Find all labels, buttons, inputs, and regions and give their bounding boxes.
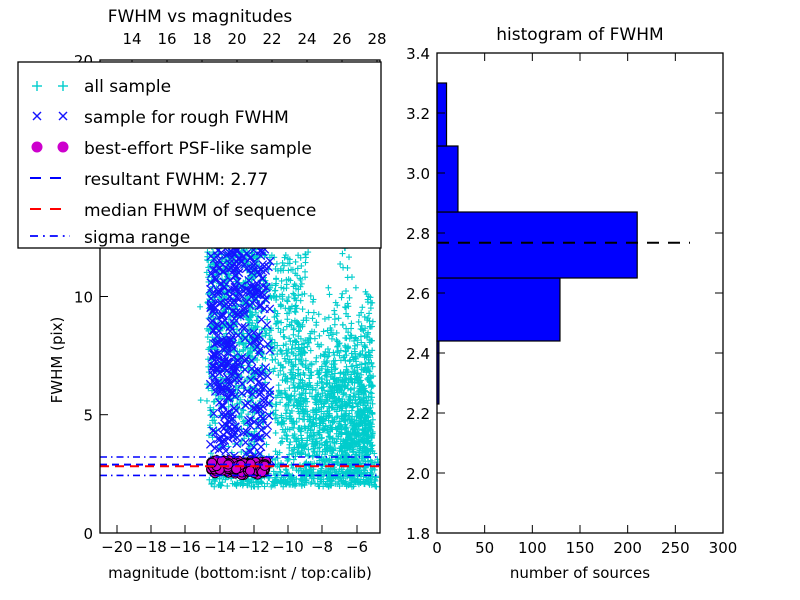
legend-entry-median-fwhm[interactable]: median FHWM of sequence bbox=[30, 201, 316, 221]
y-tick-label: 1.8 bbox=[406, 525, 430, 543]
legend-entry-best-effort-psf-like-sample[interactable]: best-effort PSF-like sample bbox=[31, 139, 312, 159]
top-tick-label: 18 bbox=[192, 30, 211, 48]
right-panel-title: histogram of FWHM bbox=[496, 25, 663, 45]
plus-icon bbox=[32, 81, 68, 91]
legend-label: all sample bbox=[84, 77, 171, 97]
x-tick-label: 50 bbox=[475, 539, 494, 557]
left-scatter-data bbox=[100, 216, 380, 490]
legend-label: best-effort PSF-like sample bbox=[84, 139, 312, 159]
legend-box: all sample sample for rough FWHM bbox=[17, 61, 382, 249]
bottom-tick-label: −18 bbox=[135, 538, 167, 556]
legend-background bbox=[17, 61, 382, 249]
bottom-tick-label: −8 bbox=[311, 538, 333, 556]
left-top-axis-ticklabels: 14 16 18 20 22 24 26 28 bbox=[122, 30, 386, 48]
left-y-axis-ticks bbox=[100, 59, 108, 534]
top-tick-label: 20 bbox=[227, 30, 246, 48]
top-tick-label: 28 bbox=[367, 30, 386, 48]
y-tick-label: 10 bbox=[74, 289, 93, 307]
top-tick-label: 14 bbox=[122, 30, 141, 48]
bottom-tick-label: −16 bbox=[169, 538, 201, 556]
left-bottom-axis-ticklabels: −20 −18 −16 −14 −12 −10 −8 −6 bbox=[101, 538, 368, 556]
y-tick-label: 2.8 bbox=[406, 225, 430, 243]
x-tick-label: 0 bbox=[432, 539, 442, 557]
right-y-axis-ticklabels: 1.8 2.0 2.2 2.4 2.6 2.8 3.0 3.2 3.4 bbox=[406, 45, 430, 543]
right-y-axis-ticks-mirror bbox=[715, 52, 723, 534]
top-tick-label: 16 bbox=[157, 30, 176, 48]
y-tick-label: 2.0 bbox=[406, 465, 430, 483]
x-tick-label: 150 bbox=[566, 539, 595, 557]
left-panel-fwhm-vs-magnitudes: FWHM vs magnitudes 14 16 18 20 22 24 26 … bbox=[17, 7, 387, 582]
legend-entry-all-sample[interactable]: all sample bbox=[32, 77, 171, 97]
top-tick-label: 24 bbox=[297, 30, 316, 48]
y-tick-label: 3.0 bbox=[406, 165, 430, 183]
right-x-axis-ticklabels: 0 50 100 150 200 250 300 bbox=[432, 539, 737, 557]
y-tick-label: 3.2 bbox=[406, 105, 430, 123]
top-tick-label: 22 bbox=[262, 30, 281, 48]
left-panel-title: FWHM vs magnitudes bbox=[108, 7, 293, 27]
x-tick-label: 200 bbox=[613, 539, 642, 557]
right-x-axis-ticks bbox=[436, 525, 724, 533]
legend-label: median FHWM of sequence bbox=[84, 201, 316, 221]
legend-entry-resultant-fwhm[interactable]: resultant FWHM: 2.77 bbox=[30, 170, 268, 190]
bottom-tick-label: −6 bbox=[346, 538, 368, 556]
left-panel-ylabel: FWHM (pix) bbox=[48, 317, 66, 404]
left-panel-svg: FWHM vs magnitudes 14 16 18 20 22 24 26 … bbox=[17, 7, 387, 582]
legend-entry-sigma-range[interactable]: sigma range bbox=[30, 228, 190, 248]
bottom-tick-label: −10 bbox=[272, 538, 304, 556]
y-tick-label: 5 bbox=[83, 407, 93, 425]
right-panel-svg: histogram of FWHM 1.8 2.0 2.2 2.4 2.6 2.8 3.0 3… bbox=[406, 25, 737, 582]
x-tick-label: 100 bbox=[518, 539, 547, 557]
top-tick-label: 26 bbox=[332, 30, 351, 48]
cross-icon bbox=[32, 111, 68, 121]
bottom-tick-label: −14 bbox=[204, 538, 236, 556]
series-sample-for-rough-fwhm bbox=[205, 244, 275, 477]
legend-label: sample for rough FWHM bbox=[84, 108, 289, 128]
x-tick-label: 250 bbox=[661, 539, 690, 557]
x-tick-label: 300 bbox=[709, 539, 738, 557]
legend-label: sigma range bbox=[84, 228, 190, 248]
right-panel-xlabel: number of sources bbox=[510, 564, 650, 582]
y-tick-label: 0 bbox=[83, 525, 93, 543]
histogram-bars bbox=[436, 82, 638, 405]
circle-icon bbox=[31, 141, 69, 153]
y-tick-label: 2.6 bbox=[406, 285, 430, 303]
left-panel-xlabel: magnitude (bottom:isnt / top:calib) bbox=[108, 564, 372, 582]
y-tick-label: 3.4 bbox=[406, 45, 430, 63]
legend-entry-sample-for-rough-fwhm[interactable]: sample for rough FWHM bbox=[32, 108, 289, 128]
left-bottom-axis-ticks bbox=[116, 525, 358, 533]
bottom-tick-label: −12 bbox=[238, 538, 270, 556]
right-panel-histogram-of-fwhm: histogram of FWHM 1.8 2.0 2.2 2.4 2.6 2.8 3.0 3… bbox=[400, 0, 800, 600]
y-tick-label: 2.2 bbox=[406, 405, 430, 423]
legend-label: resultant FWHM: 2.77 bbox=[84, 170, 268, 190]
right-x-axis-ticks-mirror bbox=[436, 53, 724, 61]
y-tick-label: 2.4 bbox=[406, 345, 430, 363]
right-y-axis-ticks bbox=[437, 52, 445, 534]
bottom-tick-label: −20 bbox=[101, 538, 133, 556]
